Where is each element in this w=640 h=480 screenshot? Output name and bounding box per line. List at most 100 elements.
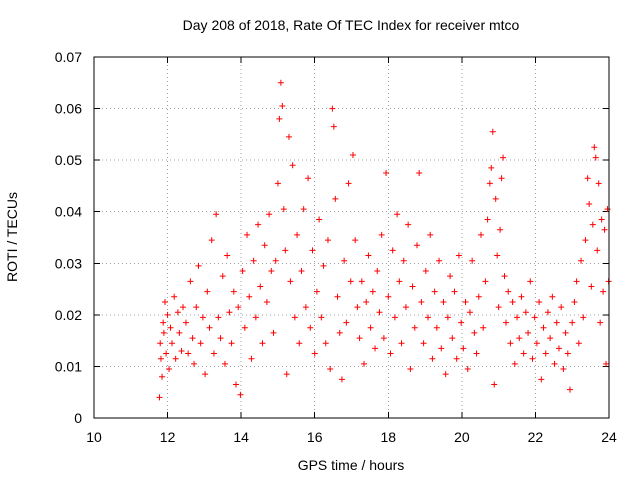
data-point — [285, 133, 292, 140]
data-point — [287, 278, 294, 285]
data-point — [551, 360, 558, 367]
data-point — [529, 355, 536, 362]
data-point — [341, 257, 348, 264]
data-point — [171, 293, 178, 300]
data-point — [193, 304, 200, 311]
data-point — [475, 293, 482, 300]
data-point — [161, 298, 168, 305]
x-tick-label: 20 — [454, 429, 470, 445]
data-point — [567, 386, 574, 393]
data-point — [600, 288, 607, 295]
data-point — [311, 350, 318, 357]
data-point — [531, 314, 538, 321]
data-point — [486, 180, 493, 187]
data-point — [466, 309, 473, 316]
data-point — [604, 206, 611, 213]
data-point — [522, 309, 529, 316]
data-point — [202, 371, 209, 378]
data-point — [411, 324, 418, 331]
data-point — [159, 373, 166, 380]
data-point — [501, 273, 508, 280]
data-point — [376, 309, 383, 316]
data-point — [270, 329, 277, 336]
data-point — [547, 335, 554, 342]
data-point — [594, 247, 601, 254]
data-point — [160, 319, 167, 326]
data-point — [455, 252, 462, 259]
data-point — [555, 345, 562, 352]
y-tick-label: 0.03 — [55, 255, 82, 271]
x-tick-label: 22 — [528, 429, 544, 445]
data-point — [440, 298, 447, 305]
data-point — [252, 314, 259, 321]
data-point — [588, 283, 595, 290]
data-point — [174, 309, 181, 316]
data-point — [473, 350, 480, 357]
x-tick-label: 16 — [307, 429, 323, 445]
data-point — [516, 335, 523, 342]
chart-title: Day 208 of 2018, Rate Of TEC Index for r… — [183, 17, 520, 33]
data-point — [560, 366, 567, 373]
data-point — [469, 257, 476, 264]
data-point — [248, 355, 255, 362]
data-point — [199, 314, 206, 321]
data-point — [345, 180, 352, 187]
data-point — [191, 360, 198, 367]
data-point — [416, 170, 423, 177]
data-point — [495, 304, 502, 311]
data-point — [358, 278, 365, 285]
data-point — [562, 329, 569, 336]
data-point — [394, 211, 401, 218]
data-point — [489, 128, 496, 135]
data-point — [320, 262, 327, 269]
data-point — [329, 105, 336, 112]
data-point — [569, 319, 576, 326]
x-axis-label: GPS time / hours — [298, 457, 405, 473]
data-point — [313, 288, 320, 295]
y-tick-label: 0.02 — [55, 307, 82, 323]
data-point — [536, 298, 543, 305]
data-point — [514, 314, 521, 321]
data-point — [255, 221, 262, 228]
data-point — [491, 381, 498, 388]
data-point — [400, 257, 407, 264]
data-point — [592, 154, 599, 161]
data-point — [580, 314, 587, 321]
data-point — [595, 180, 602, 187]
data-point — [352, 237, 359, 244]
data-point — [402, 304, 409, 311]
data-point — [505, 288, 512, 295]
data-point — [277, 79, 284, 86]
data-point — [266, 211, 273, 218]
data-point — [477, 231, 484, 238]
data-point — [571, 298, 578, 305]
y-axis-label: ROTI / TECUs — [4, 192, 20, 282]
data-point — [309, 247, 316, 254]
data-point — [509, 298, 516, 305]
data-point — [498, 175, 505, 182]
data-point — [589, 221, 596, 228]
data-point — [334, 293, 341, 300]
data-point — [327, 366, 334, 373]
data-point — [172, 355, 179, 362]
data-point — [494, 252, 501, 259]
grid-layer — [93, 56, 610, 419]
data-point — [168, 340, 175, 347]
data-point — [296, 340, 303, 347]
data-point — [261, 242, 268, 249]
data-point — [250, 257, 257, 264]
data-point — [363, 298, 370, 305]
y-tick-label: 0.01 — [55, 358, 82, 374]
data-point — [289, 162, 296, 169]
tick-label-layer: 10 12 14 16 18 20 22 24 0 0.01 0.02 0.03 0.04 0.05 0.0… — [55, 49, 617, 445]
data-point — [156, 394, 163, 401]
data-point — [418, 298, 425, 305]
data-point — [458, 319, 465, 326]
data-point — [503, 319, 509, 326]
data-point — [453, 355, 460, 362]
x-tick-label: 18 — [380, 429, 396, 445]
data-point — [294, 231, 301, 238]
data-point — [282, 247, 289, 254]
data-point — [482, 278, 489, 285]
data-point — [178, 347, 185, 354]
